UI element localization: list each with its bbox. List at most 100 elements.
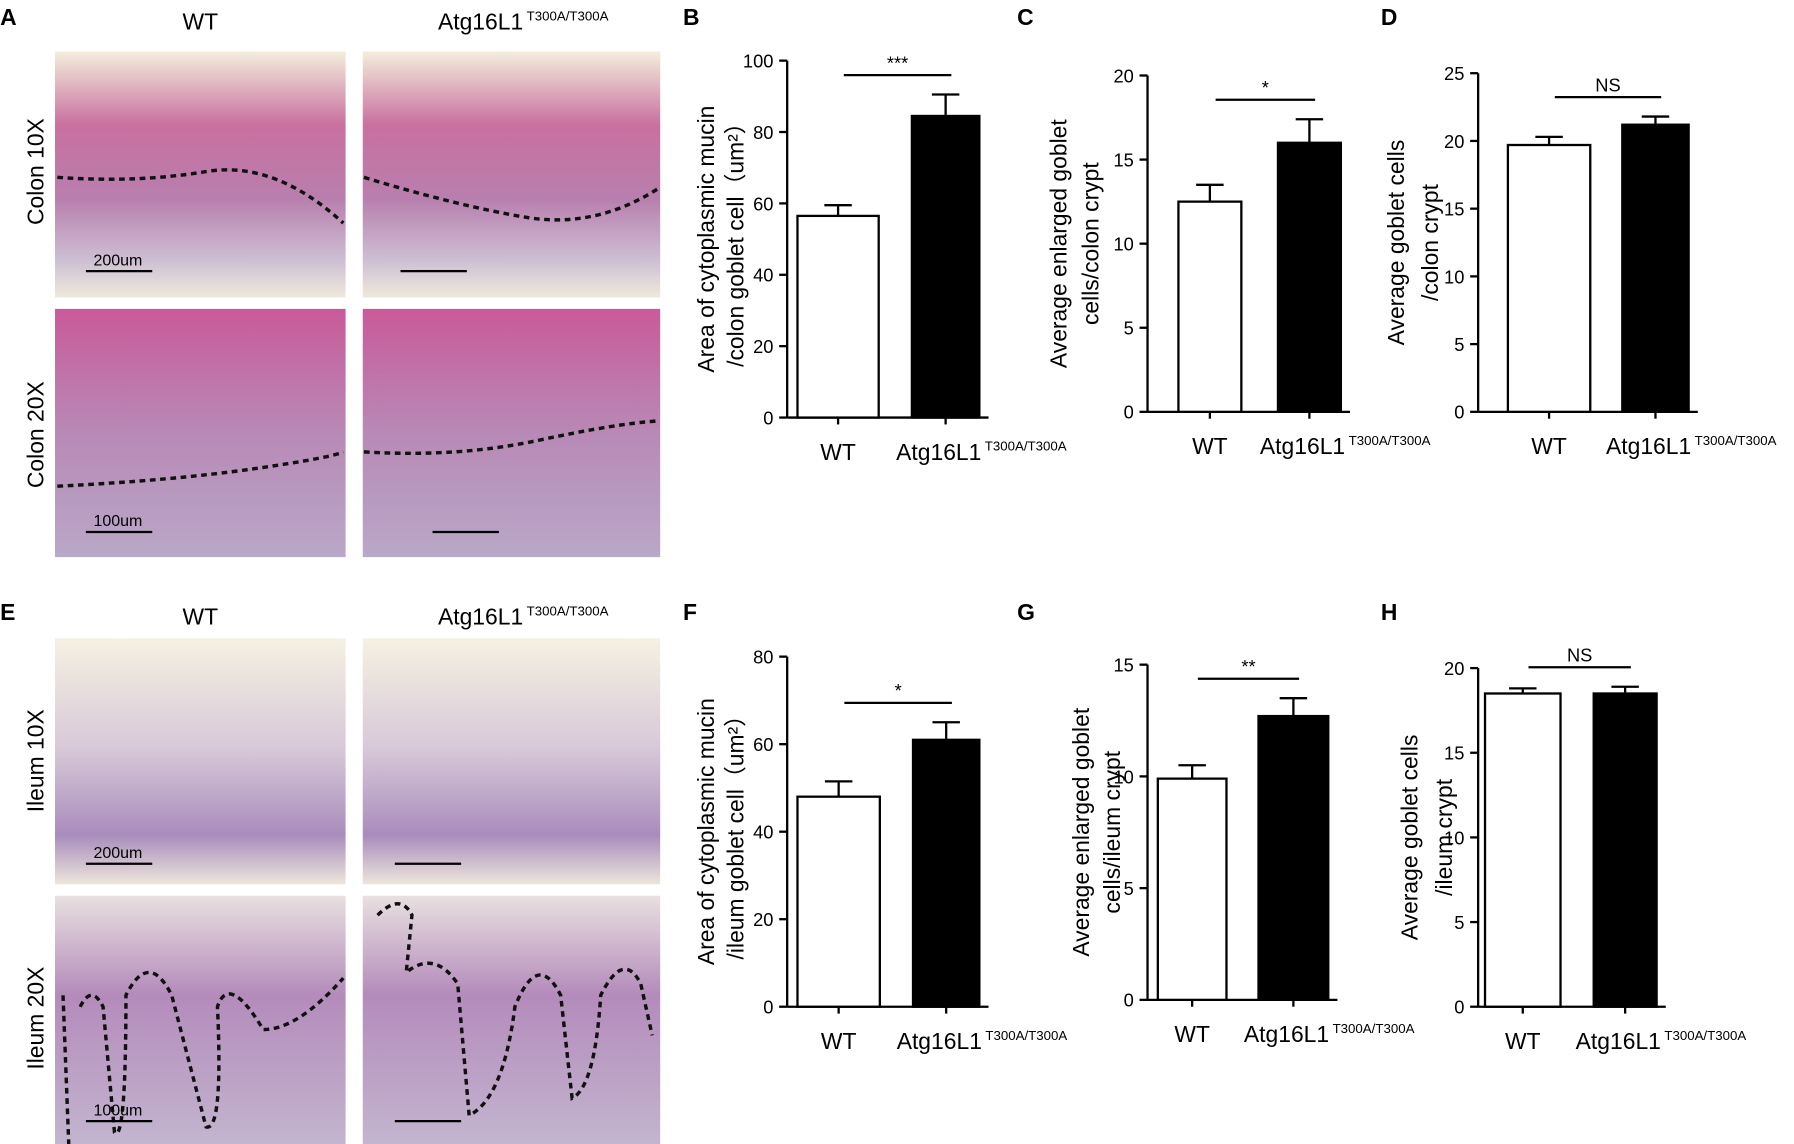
column-label: WT bbox=[183, 604, 219, 630]
bar bbox=[910, 114, 981, 419]
y-tick-label: 15 bbox=[1113, 149, 1133, 170]
significance-label: *** bbox=[887, 52, 908, 73]
y-tick-label: 0 bbox=[1124, 402, 1134, 423]
significance-label: NS bbox=[1567, 645, 1592, 666]
y-tick-label: 0 bbox=[1454, 402, 1464, 423]
panel-letter: A bbox=[0, 4, 17, 30]
y-tick-label: 60 bbox=[753, 734, 773, 755]
y-tick-label: 15 bbox=[1444, 743, 1464, 764]
label-text: Atg16L1 bbox=[438, 604, 523, 630]
y-axis-label: cells/ileum crypt bbox=[1099, 750, 1125, 913]
panel-letter: G bbox=[1017, 599, 1035, 625]
micrograph bbox=[55, 51, 346, 298]
micrograph bbox=[362, 638, 661, 885]
column-label: WT bbox=[183, 9, 219, 35]
bar bbox=[1177, 200, 1243, 413]
micrograph bbox=[362, 51, 661, 298]
bar bbox=[1156, 777, 1228, 1001]
significance-label: NS bbox=[1595, 74, 1620, 95]
y-tick-label: 15 bbox=[1113, 655, 1133, 676]
bar bbox=[1592, 692, 1658, 1008]
y-tick-label: 0 bbox=[763, 997, 773, 1018]
y-axis-label: Area of cytoplasmic mucin bbox=[693, 106, 719, 373]
significance-label: ** bbox=[1241, 656, 1255, 677]
y-tick-label: 5 bbox=[1454, 334, 1464, 355]
y-tick-label: 15 bbox=[1444, 199, 1464, 220]
bar-chart: G 0 5 10 15 Average enlarged goblet cells/ileu… bbox=[1017, 599, 1338, 1047]
dashed-outlines bbox=[57, 168, 659, 1144]
micrograph bbox=[55, 308, 346, 558]
y-axis-label: /colon crypt bbox=[1417, 183, 1443, 301]
x-tick-label: WT bbox=[1531, 433, 1567, 459]
y-axis-label: Area of cytoplasmic mucin bbox=[693, 698, 719, 965]
y-tick-label: 0 bbox=[1124, 990, 1134, 1011]
bar-chart: B 0 20 40 60 80 100 Area of cytoplasmic mucin/c… bbox=[683, 4, 989, 465]
panel-letter: B bbox=[683, 4, 700, 30]
y-tick-label: 40 bbox=[753, 822, 773, 843]
micrograph bbox=[362, 308, 661, 558]
bar bbox=[1506, 143, 1592, 413]
y-tick-label: 20 bbox=[753, 336, 773, 357]
x-tick-label: WT bbox=[1505, 1028, 1541, 1054]
x-tick-label: WT bbox=[821, 1028, 857, 1054]
y-tick-label: 60 bbox=[753, 193, 773, 214]
y-axis-label: Average enlarged goblet bbox=[1045, 119, 1071, 368]
label-superscript: T300A/T300A bbox=[1349, 433, 1431, 448]
bar-chart: H 0 5 10 15 20 Average goblet cells/ileum cryp… bbox=[1381, 599, 1666, 1054]
y-tick-label: 0 bbox=[763, 407, 773, 428]
panel-letter: H bbox=[1381, 599, 1398, 625]
y-axis-label: cells/colon crypt bbox=[1077, 162, 1103, 325]
label-text: Atg16L1 bbox=[896, 439, 981, 465]
label-text: Atg16L1 bbox=[1606, 433, 1691, 459]
panel-letter: F bbox=[683, 599, 697, 625]
row-label: Colon 20X bbox=[23, 381, 49, 488]
y-tick-label: 80 bbox=[753, 122, 773, 143]
label-superscript: T300A/T300A bbox=[1695, 433, 1777, 448]
bar bbox=[1483, 692, 1562, 1008]
y-tick-label: 40 bbox=[753, 265, 773, 286]
scale-bar-label: 200um bbox=[93, 845, 142, 862]
bar bbox=[1276, 141, 1343, 413]
scale-bar-label: 100um bbox=[93, 513, 142, 530]
bar-chart: D 0 5 10 15 20 25 Average goblet cells/colon cr… bbox=[1381, 4, 1698, 459]
y-axis-label: Average goblet cells bbox=[1383, 140, 1409, 346]
panel-letter: C bbox=[1017, 4, 1034, 30]
significance-label: * bbox=[895, 680, 902, 701]
y-tick-label: 5 bbox=[1454, 912, 1464, 933]
panel-letter: D bbox=[1381, 4, 1398, 30]
x-tick-label: WT bbox=[1174, 1021, 1210, 1047]
y-tick-label: 80 bbox=[753, 647, 773, 668]
label-superscript: T300A/T300A bbox=[1333, 1021, 1415, 1036]
row-label: Ileum 20X bbox=[23, 967, 49, 1070]
bar bbox=[796, 214, 880, 419]
micrograph-images bbox=[55, 51, 661, 1144]
y-tick-label: 20 bbox=[1444, 131, 1464, 152]
label-text: Atg16L1 bbox=[1244, 1021, 1329, 1047]
label-text: Atg16L1 bbox=[897, 1028, 982, 1054]
scale-bar-label: 200um bbox=[93, 252, 142, 269]
y-tick-label: 10 bbox=[1444, 266, 1464, 287]
y-tick-label: 20 bbox=[753, 909, 773, 930]
row-label: Colon 10X bbox=[23, 118, 49, 225]
significance-label: * bbox=[1262, 77, 1269, 98]
y-axis-label: Average enlarged goblet bbox=[1068, 707, 1094, 956]
y-tick-label: 5 bbox=[1124, 318, 1134, 339]
y-tick-label: 10 bbox=[1113, 766, 1133, 787]
bar-chart: C 0 5 10 15 20 Average enlarged goblet cells/co… bbox=[1017, 4, 1351, 459]
y-axis-label: /colon goblet cell（um²） bbox=[723, 111, 749, 367]
scale-bars bbox=[85, 269, 499, 1123]
row-label: Ileum 10X bbox=[23, 709, 49, 812]
scale-bar-label: 100um bbox=[93, 1102, 142, 1119]
y-tick-label: 100 bbox=[743, 50, 774, 71]
x-tick-label: WT bbox=[1192, 433, 1228, 459]
bar bbox=[1257, 714, 1330, 1002]
bar bbox=[911, 738, 981, 1008]
panel-letter: E bbox=[0, 599, 15, 625]
label-superscript: T300A/T300A bbox=[1664, 1028, 1746, 1043]
bar-chart: F 0 20 40 60 80 Area of cytoplasmic mucin/ileu… bbox=[683, 599, 989, 1054]
y-axis-label: /ileum goblet cell（um²） bbox=[723, 704, 749, 960]
label-text: Atg16L1 bbox=[1576, 1028, 1661, 1054]
x-tick-label: WT bbox=[820, 439, 856, 465]
